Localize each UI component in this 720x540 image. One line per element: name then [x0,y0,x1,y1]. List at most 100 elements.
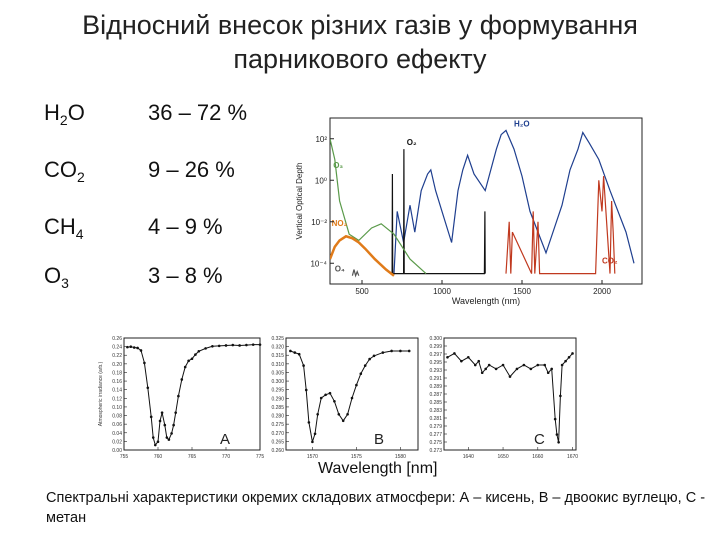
data-point [550,367,553,371]
x-tick-label: 1650 [497,454,508,460]
series-label: NO₂ [332,219,348,228]
methane-spectrum-chart: 1640 1650 1660 1670 0.300 0.299 0.297 0.295 0.29… [429,336,578,460]
data-point [163,423,167,427]
x-tick-label: 1570 [307,454,318,460]
series-line-1 [391,149,486,275]
series-label: H₂O [514,119,530,128]
shared-x-axis-label: Wavelength [nm] [318,460,438,477]
data-point [197,349,201,353]
data-point [153,443,157,447]
data-point [522,363,526,367]
y-tick-label: 0.325 [271,336,284,342]
data-point [567,356,571,359]
data-point [543,363,547,367]
data-point [304,388,308,392]
y-tick-label: 0.289 [429,384,442,390]
y-tick-label: 0.295 [429,360,442,366]
data-point [158,419,162,423]
y-tick-label: 0.270 [271,431,284,437]
data-point [238,344,241,347]
data-point [231,343,235,347]
y-tick-label: 0.14 [112,388,122,394]
data-point [297,352,301,356]
y-tick-label: 10⁻⁴ [310,259,327,268]
data-point [399,349,402,353]
x-tick-label: 1660 [532,454,543,460]
data-point [446,356,449,359]
title-line-2: парникового ефекту [233,44,487,74]
data-point [529,367,533,371]
y-tick-label: 0.281 [429,416,442,422]
data-point [487,363,491,367]
y-tick-label: 0.10 [112,405,122,411]
x-tick-label: 775 [256,454,265,460]
data-point [187,359,190,363]
figure-caption: Спектральні характеристики окремих склад… [46,490,706,526]
y-tick-label: 0.06 [112,422,122,428]
y-axis-label: Atmospheric irradiance (arb.) [98,361,104,426]
y-tick-label: 0.291 [429,376,442,382]
gas-name: O3 [44,263,69,291]
y-tick-label: 0.08 [112,414,122,420]
data-point [546,371,550,375]
data-point [319,396,323,400]
data-point [368,357,371,361]
panel-label: B [374,431,384,448]
y-tick-label: 0.260 [271,448,284,454]
data-point [337,412,341,416]
co2-spectrum-chart: 1570 1575 1580 0.325 0.320 0.315 0.310 0.305 0.3… [271,336,419,460]
data-point [160,411,164,414]
y-tick-label: 0.277 [429,432,442,438]
y-tick-label: 0.12 [112,396,122,402]
y-tick-label: 0.295 [271,388,284,394]
series-line-3 [330,234,395,277]
y-tick-label: 0.26 [112,336,122,342]
series-line-2 [330,138,427,275]
data-point [156,440,160,444]
data-point [126,345,129,349]
data-point [293,351,297,354]
data-point [204,347,207,350]
x-tick-label: 1640 [463,454,474,460]
gas-name: CH4 [44,214,84,242]
data-point [501,363,505,367]
y-tick-label: 0.18 [112,370,122,376]
gas-name: CO2 [44,157,85,185]
data-point [557,440,560,444]
data-point [211,344,214,348]
gas-range: 9 – 26 % [148,157,235,182]
y-tick-label: 0.275 [429,440,442,446]
plot-frame [443,337,577,451]
data-point [381,351,385,354]
data-point [174,411,177,414]
x-tick-label: 770 [222,454,231,460]
data-point [494,367,498,371]
gas-range: 36 – 72 % [148,100,248,125]
y-tick-label: 0.24 [112,345,122,351]
data-point [217,344,221,348]
y-tick-label: 0.285 [429,400,442,406]
series-label: O₃ [333,161,343,170]
panel-label: A [220,431,230,448]
y-tick-label: 0.280 [271,414,284,420]
data-point [190,357,194,361]
y-tick-label: 0.315 [271,353,284,359]
data-point [555,433,559,436]
x-tick-label: 1000 [433,287,451,296]
y-tick-label: 10⁰ [315,176,327,185]
gas-row-co2: CO2 9 – 26 % [44,157,304,197]
x-axis-label: Wavelength (nm) [452,296,520,306]
y-tick-label: 10² [315,135,327,144]
data-point [473,363,477,367]
y-tick-label: 0.299 [429,344,442,350]
x-tick-label: 1500 [513,287,531,296]
title-line-1: Відносний внесок різних газів у формуван… [82,10,638,40]
y-tick-label: 0.04 [112,431,122,437]
data-point [165,436,169,439]
data-point [180,378,184,381]
plot-frame [123,337,261,451]
y-tick-label: 0.02 [112,439,122,445]
data-point [146,386,150,390]
data-point [571,352,574,355]
y-tick-label: 0.20 [112,362,122,368]
